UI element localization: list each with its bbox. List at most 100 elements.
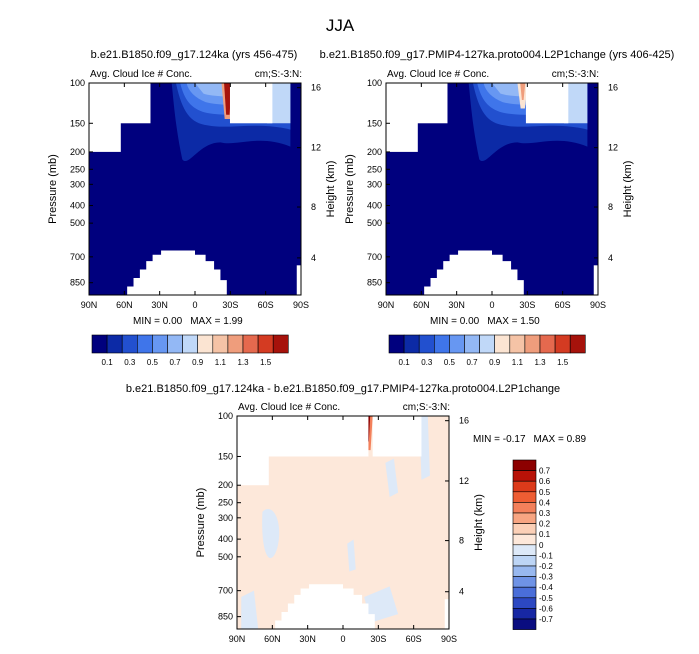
units-label: cm;S:-3:N: (255, 69, 302, 80)
colorbar-label: 0.2 (539, 520, 551, 529)
colorbar-box (569, 334, 586, 354)
colorbar-box (512, 480, 537, 493)
y2-tick-label: 16 (311, 83, 321, 93)
neg-patch-1 (262, 509, 280, 559)
x-tick-label: 30S (222, 300, 238, 310)
colorbar-label: -0.5 (539, 594, 553, 603)
max-label: MAX = (487, 316, 520, 327)
colorbar-label: 0.5 (147, 358, 159, 367)
y-tick-label: 250 (367, 164, 382, 174)
colorbar-label: 0.7 (539, 467, 551, 476)
y-tick-label: 250 (218, 498, 233, 508)
neg-patch-6 (419, 416, 430, 480)
plot-2-title: b.e21.B1850.f09_g17.PMIP4-127ka.proto004… (320, 49, 675, 61)
min-max-readout: MIN = -0.17 MAX = 0.89 (473, 434, 587, 445)
y-axis-title: Pressure (mb) (47, 154, 59, 224)
y-tick-label: 500 (218, 552, 233, 562)
colorbar-label: 0.1 (539, 530, 551, 539)
colorbar-box (512, 586, 537, 599)
y2-tick-label: 4 (608, 253, 613, 263)
x-tick-label: 30S (519, 300, 535, 310)
colorbar-box (512, 544, 537, 556)
y2-axis-title: Height (km) (622, 161, 634, 218)
x-tick-label: 90S (293, 300, 309, 310)
colorbar-box (512, 565, 537, 577)
colorbar-label: 0.9 (489, 358, 501, 367)
colorbar-label: 0.9 (192, 358, 204, 367)
x-tick-label: 60S (258, 300, 274, 310)
x-tick-label: 0 (340, 634, 345, 644)
min-label: MIN = (473, 434, 503, 445)
colorbar-label: -0.2 (539, 562, 553, 571)
y-tick-label: 400 (70, 201, 85, 211)
colorbar-box (403, 334, 420, 354)
field-name-label: Avg. Cloud Ice # Conc. (387, 69, 489, 80)
y2-tick-label: 16 (459, 416, 469, 426)
x-tick-label: 90N (81, 300, 98, 310)
page-title: JJA (326, 16, 355, 35)
colorbar-label: 1.3 (237, 358, 249, 367)
colorbar-label: -0.1 (539, 551, 553, 560)
y2-tick-label: 12 (311, 143, 321, 153)
x-tick-label: 30S (370, 634, 386, 644)
field-0 (89, 83, 301, 295)
x-tick-label: 0 (192, 300, 197, 310)
missing-top-right (372, 416, 422, 457)
missing-surface (127, 250, 227, 295)
colorbar-box (257, 334, 274, 354)
x-tick-label: 30N (299, 634, 316, 644)
y-tick-label: 150 (218, 451, 233, 461)
colorbar-label: -0.4 (539, 583, 553, 592)
y-tick-label: 300 (70, 179, 85, 189)
colorbar-box (227, 334, 244, 354)
colorbar-box (512, 459, 537, 471)
y2-tick-label: 8 (311, 202, 316, 212)
field-name-label: Avg. Cloud Ice # Conc. (90, 69, 192, 80)
shade-band-6 (267, 83, 291, 124)
colorbar-box (388, 334, 405, 354)
x-tick-label: 60N (116, 300, 133, 310)
y-tick-label: 150 (70, 118, 85, 128)
x-tick-label: 30N (448, 300, 465, 310)
colorbar-box (494, 334, 511, 354)
colorbar-box (418, 334, 435, 354)
max-core-inner (224, 83, 232, 115)
colorbar-label: -0.7 (539, 615, 553, 624)
y2-tick-label: 4 (459, 587, 464, 597)
y-tick-label: 150 (367, 118, 382, 128)
field-1 (386, 83, 598, 295)
x-tick-label: 0 (489, 300, 494, 310)
y-tick-label: 700 (218, 586, 233, 596)
x-tick-label: 60N (413, 300, 430, 310)
max-label: MAX = (534, 434, 567, 445)
colorbar-box (509, 334, 526, 354)
y-tick-label: 100 (70, 78, 85, 88)
y-tick-label: 250 (70, 164, 85, 174)
missing-top-left-step (237, 416, 269, 486)
x-tick-label: 90S (441, 634, 457, 644)
y2-tick-label: 12 (608, 143, 618, 153)
y-tick-label: 700 (70, 252, 85, 262)
y2-tick-label: 8 (459, 536, 464, 546)
min-value: 0.00 (163, 316, 183, 327)
missing-top-left-step (89, 83, 121, 152)
min-label: MIN = (133, 316, 163, 327)
colorbar-label: -0.3 (539, 573, 553, 582)
colorbar-box (479, 334, 496, 354)
colorbar-box (512, 470, 537, 482)
colorbar-label: 1.1 (215, 358, 227, 367)
colorbar-box (212, 334, 229, 354)
y2-tick-label: 8 (608, 202, 613, 212)
x-tick-label: 90N (378, 300, 395, 310)
min-max-readout: MIN = 0.00 MAX = 1.50 (430, 316, 540, 327)
colorbar-label: 0.6 (539, 477, 551, 486)
colorbar-box (242, 334, 259, 354)
y-tick-label: 300 (218, 513, 233, 523)
colorbar-label: 1.5 (557, 358, 569, 367)
y-tick-label: 200 (70, 147, 85, 157)
field-2 (237, 416, 449, 629)
min-value: -0.17 (503, 434, 526, 445)
shade-band-6 (564, 83, 588, 124)
colorbar-label: 0.1 (102, 358, 114, 367)
min-value: 0.00 (460, 316, 480, 327)
